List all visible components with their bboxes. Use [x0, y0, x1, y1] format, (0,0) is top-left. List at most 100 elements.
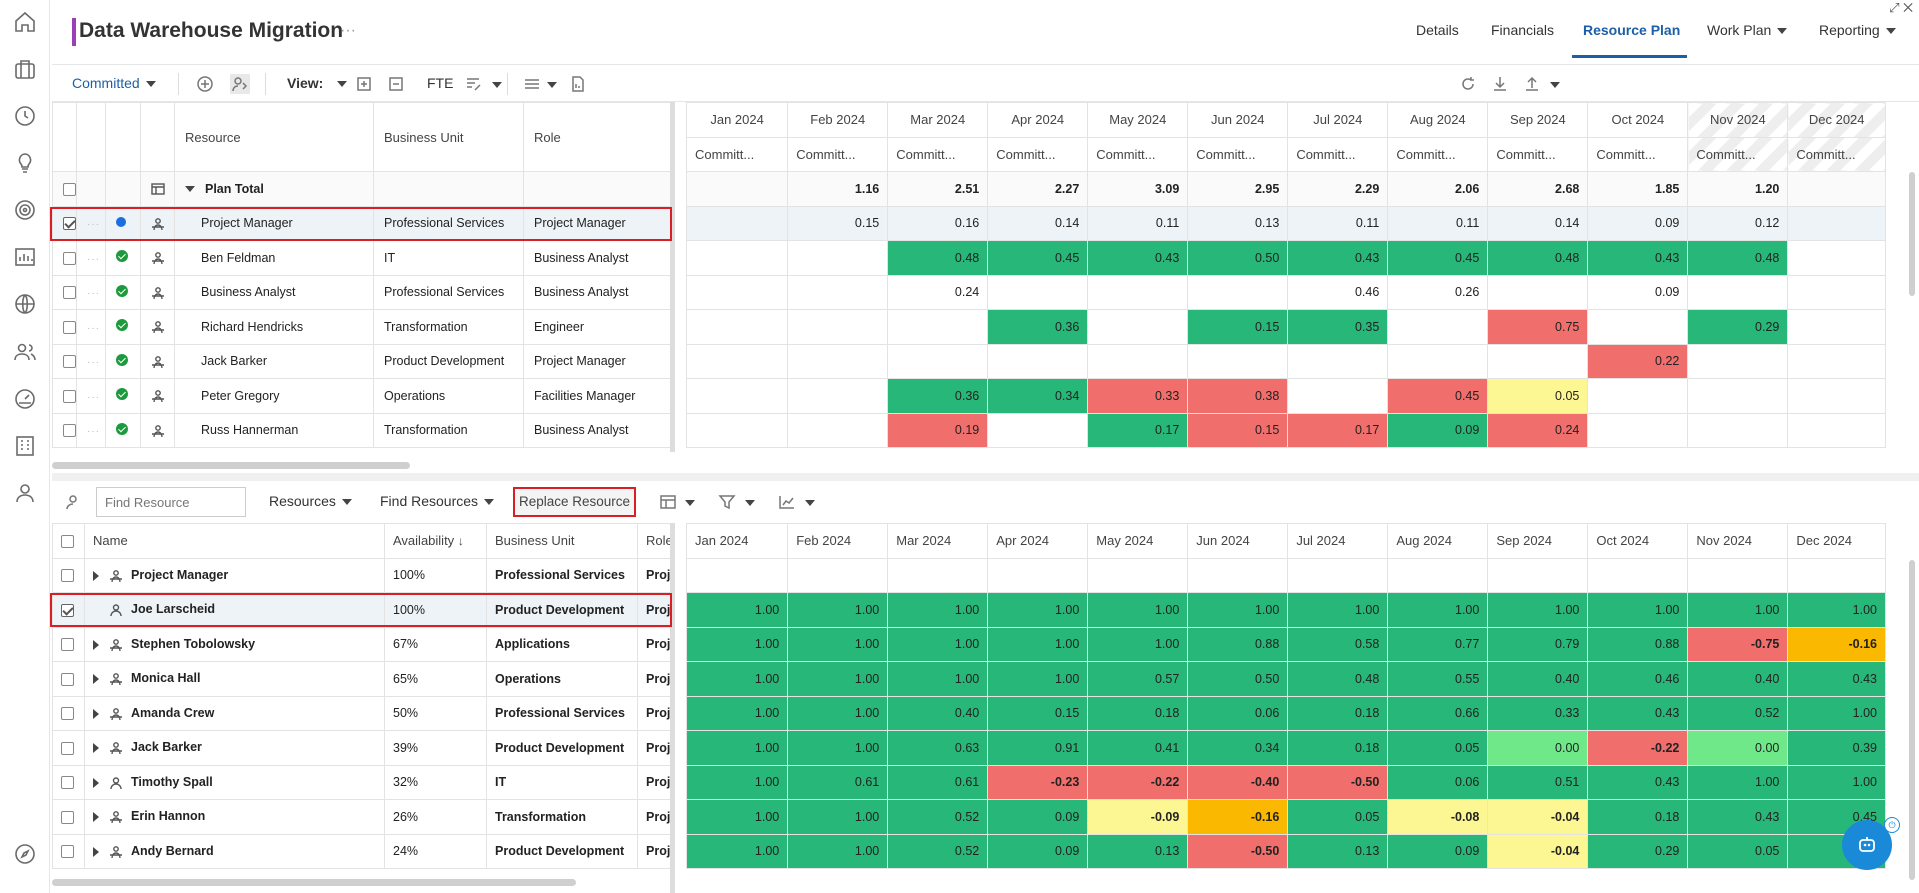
candidate-row[interactable]: Joe Larscheid 100% Product Development Proj…	[52, 592, 673, 628]
availability-cell[interactable]: 1.00	[787, 833, 889, 869]
availability-cell[interactable]: 1.00	[987, 592, 1089, 628]
allocation-cell[interactable]: 0.24	[1487, 412, 1589, 448]
expand-caret-icon[interactable]	[93, 846, 99, 857]
expand-caret-icon[interactable]	[93, 639, 99, 650]
availability-cell[interactable]: 0.06	[1187, 695, 1289, 731]
allocation-cell[interactable]	[1787, 240, 1886, 276]
allocation-cell[interactable]	[1787, 309, 1886, 345]
allocation-cell[interactable]	[685, 205, 789, 241]
availability-cell[interactable]: 0.61	[787, 764, 889, 800]
row-menu-icon[interactable]: ···	[87, 253, 100, 265]
availability-cell[interactable]: 0.40	[1687, 661, 1789, 697]
availability-cell[interactable]	[1487, 557, 1589, 593]
availability-cell[interactable]: 1.00	[685, 661, 789, 697]
chart-icon[interactable]	[777, 492, 797, 512]
availability-cell[interactable]	[1587, 557, 1689, 593]
allocation-cell[interactable]	[685, 378, 789, 414]
window-controls[interactable]: ⤢ ✕	[1889, 0, 1913, 15]
row-checkbox[interactable]	[61, 776, 74, 790]
allocation-cell[interactable]	[1487, 274, 1589, 310]
compass-icon[interactable]	[13, 842, 37, 866]
allocation-cell[interactable]: 0.05	[1487, 378, 1589, 414]
user-icon[interactable]	[13, 481, 37, 505]
allocation-cell[interactable]: 0.11	[1087, 205, 1189, 241]
allocation-cell[interactable]: 0.17	[1287, 412, 1389, 448]
building-icon[interactable]	[13, 434, 37, 458]
allocation-cell[interactable]	[1287, 343, 1389, 379]
horizontal-scrollbar[interactable]	[52, 879, 576, 886]
availability-cell[interactable]: 1.00	[685, 592, 789, 628]
plan-row[interactable]: ··· Peter Gregory Operations Facilities Man…	[52, 378, 673, 414]
resource-name[interactable]: Russ Hannerman	[174, 412, 374, 448]
availability-cell[interactable]: 0.05	[1287, 799, 1389, 835]
allocation-cell[interactable]	[787, 343, 889, 379]
row-menu-icon[interactable]: ···	[87, 391, 100, 403]
allocation-cell[interactable]	[1387, 309, 1489, 345]
availability-cell[interactable]: 0.29	[1587, 833, 1689, 869]
resource-name[interactable]: Peter Gregory	[174, 378, 374, 414]
allocation-cell[interactable]: 0.17	[1087, 412, 1189, 448]
expand-caret-icon[interactable]	[93, 743, 99, 754]
allocation-cell[interactable]	[787, 309, 889, 345]
allocation-cell[interactable]	[987, 412, 1089, 448]
availability-cell[interactable]: 0.18	[1287, 695, 1389, 731]
allocation-cell[interactable]	[685, 309, 789, 345]
availability-cell[interactable]: -0.08	[1387, 799, 1489, 835]
availability-cell[interactable]: 0.05	[1387, 730, 1489, 766]
row-checkbox[interactable]	[61, 810, 74, 824]
availability-cell[interactable]: 0.06	[1387, 764, 1489, 800]
availability-cell[interactable]: 0.18	[1587, 799, 1689, 835]
availability-cell[interactable]: 1.00	[787, 695, 889, 731]
row-menu-icon[interactable]: ···	[87, 288, 100, 300]
plan-row[interactable]: ··· Russ Hannerman Transformation Business …	[52, 412, 673, 448]
availability-cell[interactable]: -0.75	[1687, 626, 1789, 662]
availability-cell[interactable]	[1387, 557, 1489, 593]
header-resource[interactable]: Resource	[174, 102, 374, 172]
allocation-cell[interactable]: 0.09	[1387, 412, 1489, 448]
people-icon[interactable]	[13, 340, 37, 364]
availability-cell[interactable]: 0.77	[1387, 626, 1489, 662]
row-checkbox[interactable]	[63, 355, 76, 369]
availability-cell[interactable]: 1.00	[1687, 592, 1789, 628]
row-checkbox[interactable]	[61, 741, 74, 755]
expand-caret-icon[interactable]	[93, 570, 99, 581]
allocation-cell[interactable]	[685, 240, 789, 276]
allocation-cell[interactable]	[887, 343, 989, 379]
allocation-cell[interactable]	[1687, 274, 1789, 310]
header-role[interactable]: Role	[637, 523, 673, 559]
availability-cell[interactable]: 0.00	[1687, 730, 1789, 766]
availability-cell[interactable]: 0.88	[1187, 626, 1289, 662]
availability-cell[interactable]: 0.57	[1087, 661, 1189, 697]
fte-toggle[interactable]: FTE	[427, 75, 454, 91]
refresh-icon[interactable]	[1458, 74, 1478, 94]
row-menu-icon[interactable]: ···	[87, 426, 100, 438]
availability-cell[interactable]: 1.00	[887, 592, 989, 628]
resource-name[interactable]: Business Analyst	[174, 274, 374, 310]
collapse-caret-icon[interactable]	[185, 186, 195, 193]
expand-caret-icon[interactable]	[93, 674, 99, 685]
availability-cell[interactable]: 0.52	[1687, 695, 1789, 731]
allocation-cell[interactable]	[1587, 309, 1689, 345]
allocation-cell[interactable]	[787, 240, 889, 276]
chevron-down-icon[interactable]	[547, 82, 557, 88]
row-menu-icon[interactable]: ···	[87, 322, 100, 334]
availability-cell[interactable]	[1287, 557, 1389, 593]
view-dropdown[interactable]: View:	[287, 75, 348, 91]
allocation-cell[interactable]	[1387, 343, 1489, 379]
chevron-down-icon[interactable]	[492, 82, 502, 88]
allocation-cell[interactable]	[787, 378, 889, 414]
allocation-cell[interactable]	[1087, 309, 1189, 345]
allocation-cell[interactable]	[1087, 274, 1189, 310]
allocation-cell[interactable]: 0.34	[987, 378, 1089, 414]
availability-cell[interactable]: 1.00	[887, 626, 989, 662]
expand-caret-icon[interactable]	[93, 777, 99, 788]
row-checkbox[interactable]	[61, 672, 74, 686]
resource-name[interactable]: Ben Feldman	[174, 240, 374, 276]
availability-cell[interactable]	[1187, 557, 1289, 593]
find-resources-dropdown[interactable]: Find Resources	[380, 493, 495, 509]
allocation-cell[interactable]: 0.33	[1087, 378, 1189, 414]
availability-cell[interactable]: 0.52	[887, 833, 989, 869]
availability-cell[interactable]	[1087, 557, 1189, 593]
allocation-cell[interactable]: 0.35	[1287, 309, 1389, 345]
header-role[interactable]: Role	[523, 102, 673, 172]
